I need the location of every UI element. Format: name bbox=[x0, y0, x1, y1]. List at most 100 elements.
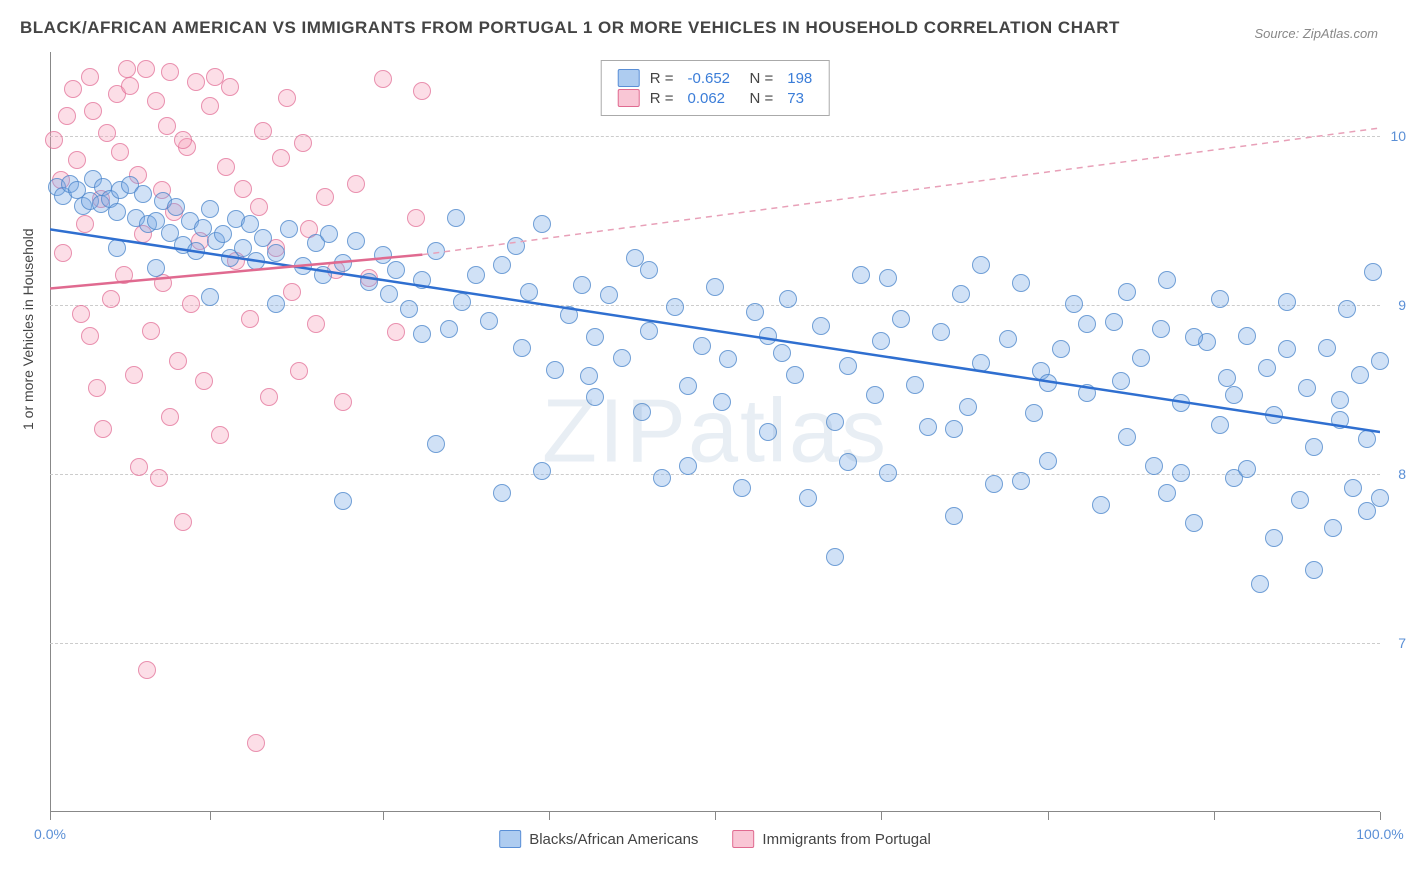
point-pink bbox=[92, 190, 110, 208]
point-blue bbox=[1172, 464, 1190, 482]
legend-row-blue: R = -0.652 N = 198 bbox=[618, 69, 813, 87]
point-blue bbox=[586, 328, 604, 346]
point-pink bbox=[98, 124, 116, 142]
point-blue bbox=[1118, 428, 1136, 446]
point-blue bbox=[1324, 519, 1342, 537]
point-blue bbox=[1145, 457, 1163, 475]
point-blue bbox=[560, 306, 578, 324]
point-blue bbox=[427, 435, 445, 453]
point-pink bbox=[195, 372, 213, 390]
point-blue bbox=[453, 293, 471, 311]
point-pink bbox=[254, 122, 272, 140]
point-blue bbox=[1105, 313, 1123, 331]
point-pink bbox=[211, 426, 229, 444]
point-blue bbox=[334, 492, 352, 510]
point-pink bbox=[182, 295, 200, 313]
point-blue bbox=[839, 357, 857, 375]
point-blue bbox=[1305, 438, 1323, 456]
point-pink bbox=[81, 327, 99, 345]
point-blue bbox=[314, 266, 332, 284]
point-blue bbox=[267, 244, 285, 262]
legend-n-blue: 198 bbox=[787, 70, 812, 87]
point-blue bbox=[294, 257, 312, 275]
point-blue bbox=[440, 320, 458, 338]
point-blue bbox=[139, 215, 157, 233]
point-blue bbox=[174, 236, 192, 254]
point-blue bbox=[1364, 263, 1382, 281]
y-axis-label: 1 or more Vehicles in Household bbox=[20, 228, 36, 430]
point-pink bbox=[137, 60, 155, 78]
point-blue bbox=[1331, 411, 1349, 429]
point-pink bbox=[374, 70, 392, 88]
point-blue bbox=[108, 203, 126, 221]
point-blue bbox=[1338, 300, 1356, 318]
point-blue bbox=[1078, 384, 1096, 402]
point-blue bbox=[201, 200, 219, 218]
point-blue bbox=[1278, 293, 1296, 311]
point-blue bbox=[1251, 575, 1269, 593]
point-blue bbox=[127, 209, 145, 227]
point-blue bbox=[320, 225, 338, 243]
point-blue bbox=[1158, 484, 1176, 502]
point-blue bbox=[147, 212, 165, 230]
point-blue bbox=[613, 349, 631, 367]
point-pink bbox=[316, 188, 334, 206]
point-blue bbox=[906, 376, 924, 394]
point-blue bbox=[1052, 340, 1070, 358]
point-blue bbox=[852, 266, 870, 284]
point-blue bbox=[932, 323, 950, 341]
point-pink bbox=[64, 80, 82, 98]
point-blue bbox=[892, 310, 910, 328]
point-blue bbox=[759, 327, 777, 345]
point-blue bbox=[945, 420, 963, 438]
point-blue bbox=[1025, 404, 1043, 422]
point-blue bbox=[812, 317, 830, 335]
point-pink bbox=[154, 274, 172, 292]
point-pink bbox=[84, 102, 102, 120]
point-pink bbox=[125, 366, 143, 384]
point-blue bbox=[1158, 271, 1176, 289]
series-legend: Blacks/African Americans Immigrants from… bbox=[499, 830, 931, 848]
point-blue bbox=[101, 190, 119, 208]
point-blue bbox=[879, 464, 897, 482]
xtick bbox=[1380, 812, 1381, 820]
point-blue bbox=[1358, 430, 1376, 448]
point-blue bbox=[254, 229, 272, 247]
point-pink bbox=[283, 283, 301, 301]
point-blue bbox=[546, 361, 564, 379]
point-blue bbox=[247, 252, 265, 270]
xtick bbox=[210, 812, 211, 820]
point-pink bbox=[45, 131, 63, 149]
trend-pink-dashed bbox=[50, 52, 1380, 812]
xtick bbox=[549, 812, 550, 820]
point-blue bbox=[719, 350, 737, 368]
point-blue bbox=[92, 195, 110, 213]
point-pink bbox=[121, 77, 139, 95]
point-pink bbox=[81, 68, 99, 86]
point-blue bbox=[533, 462, 551, 480]
point-blue bbox=[221, 249, 239, 267]
point-pink bbox=[58, 107, 76, 125]
point-blue bbox=[999, 330, 1017, 348]
point-blue bbox=[334, 254, 352, 272]
point-blue bbox=[507, 237, 525, 255]
point-pink bbox=[129, 166, 147, 184]
point-pink bbox=[260, 388, 278, 406]
point-pink bbox=[278, 89, 296, 107]
point-pink bbox=[247, 734, 265, 752]
point-blue bbox=[879, 269, 897, 287]
point-pink bbox=[334, 393, 352, 411]
point-blue bbox=[693, 337, 711, 355]
point-blue bbox=[1371, 489, 1389, 507]
point-blue bbox=[533, 215, 551, 233]
point-blue bbox=[640, 322, 658, 340]
point-blue bbox=[380, 285, 398, 303]
point-pink bbox=[241, 310, 259, 328]
point-blue bbox=[1258, 359, 1276, 377]
point-blue bbox=[773, 344, 791, 362]
point-blue bbox=[227, 210, 245, 228]
xtick-label: 0.0% bbox=[34, 826, 66, 842]
point-pink bbox=[327, 261, 345, 279]
point-pink bbox=[169, 352, 187, 370]
point-blue bbox=[1371, 352, 1389, 370]
